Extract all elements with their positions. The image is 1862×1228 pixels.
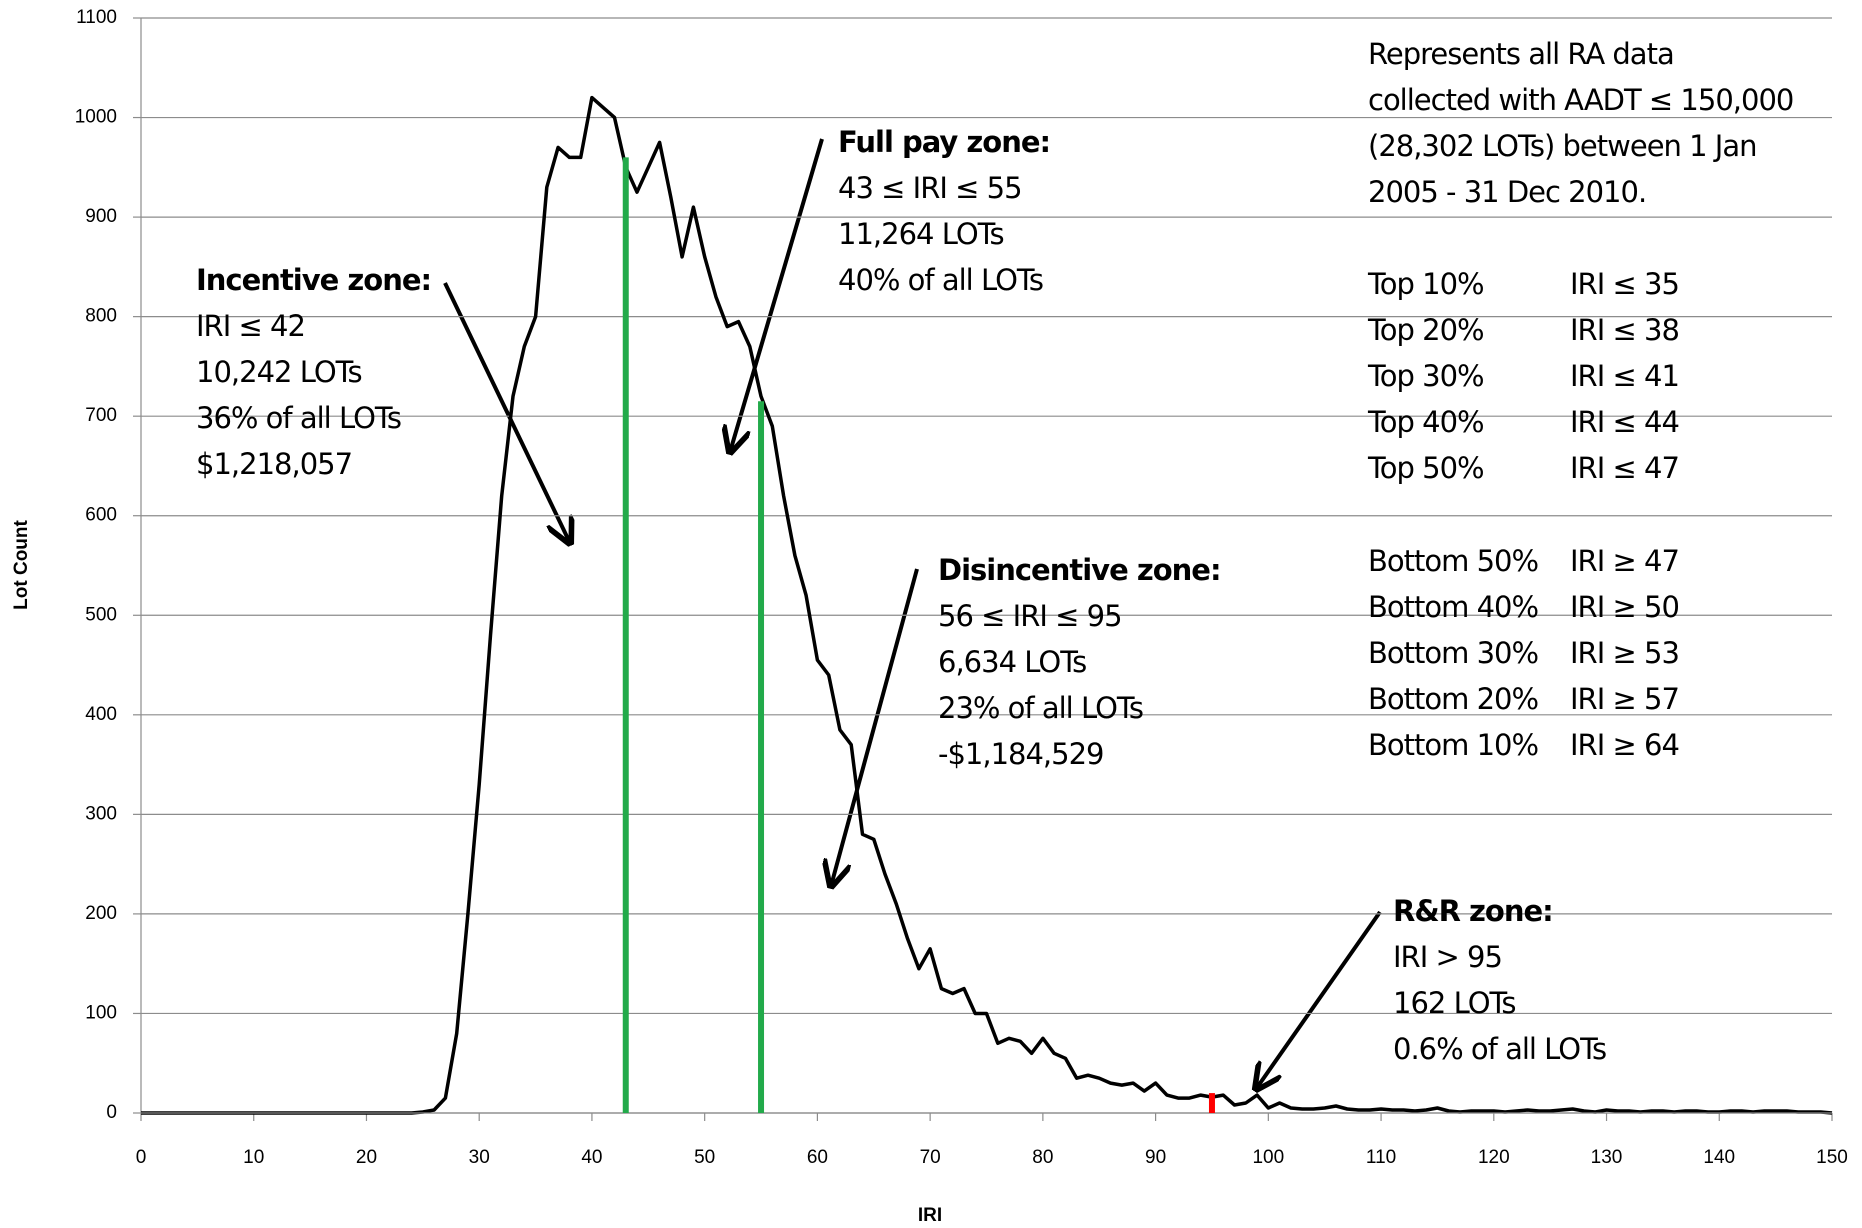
y-tick-label: 500 bbox=[85, 604, 117, 625]
arrows bbox=[443, 138, 1382, 1089]
annotation-title: Incentive zone: bbox=[196, 263, 431, 297]
y-tick-label: 300 bbox=[85, 803, 117, 824]
x-tick-label: 50 bbox=[694, 1147, 715, 1168]
annotation-title: Full pay zone: bbox=[838, 125, 1050, 159]
x-axis-title: IRI bbox=[918, 1205, 942, 1226]
arrow bbox=[1256, 910, 1382, 1089]
annotation-line: 162 LOTs bbox=[1393, 986, 1516, 1020]
y-tick-label: 400 bbox=[85, 704, 117, 725]
percentile-value: IRI ≤ 41 bbox=[1570, 359, 1679, 393]
x-tick-label: 130 bbox=[1591, 1147, 1623, 1168]
y-axis-title: Lot Count bbox=[11, 519, 32, 609]
percentile-value: IRI ≤ 35 bbox=[1570, 267, 1679, 301]
percentile-label: Top 50% bbox=[1367, 451, 1484, 485]
note-line: (28,302 LOTs) between 1 Jan bbox=[1368, 129, 1757, 163]
percentile-label: Bottom 40% bbox=[1368, 590, 1538, 624]
y-tick-label: 900 bbox=[85, 206, 117, 227]
y-tick-label: 700 bbox=[85, 405, 117, 426]
annotation-title: Disincentive zone: bbox=[938, 553, 1221, 587]
y-tick-label: 200 bbox=[85, 903, 117, 924]
x-tick-label: 110 bbox=[1366, 1147, 1396, 1168]
percentile-value: IRI ≥ 64 bbox=[1570, 728, 1679, 762]
y-tick-label: 0 bbox=[106, 1102, 117, 1123]
x-tick-label: 80 bbox=[1032, 1147, 1053, 1168]
x-tick-label: 120 bbox=[1478, 1147, 1510, 1168]
percentile-value: IRI ≤ 47 bbox=[1570, 451, 1679, 485]
y-tick-label: 1100 bbox=[76, 7, 117, 28]
arrow bbox=[443, 282, 570, 543]
annotation-line: 0.6% of all LOTs bbox=[1393, 1032, 1606, 1066]
x-tick-label: 40 bbox=[581, 1147, 602, 1168]
x-tick-label: 60 bbox=[807, 1147, 828, 1168]
annotation-line: 23% of all LOTs bbox=[938, 691, 1143, 725]
arrow bbox=[730, 138, 824, 452]
percentile-label: Top 10% bbox=[1367, 267, 1484, 301]
percentile-label: Top 20% bbox=[1367, 313, 1484, 347]
x-tick-label: 10 bbox=[243, 1147, 264, 1168]
percentile-value: IRI ≤ 44 bbox=[1570, 405, 1679, 439]
annotation-line: -$1,184,529 bbox=[938, 737, 1104, 771]
annotation-line: 6,634 LOTs bbox=[938, 645, 1086, 679]
x-tick-label: 90 bbox=[1145, 1147, 1166, 1168]
percentile-label: Bottom 20% bbox=[1368, 682, 1538, 716]
annotation-line: 10,242 LOTs bbox=[196, 355, 362, 389]
percentile-label: Top 30% bbox=[1367, 359, 1484, 393]
y-tick-label: 100 bbox=[85, 1002, 117, 1023]
note-line: 2005 - 31 Dec 2010. bbox=[1368, 175, 1646, 209]
annotation-line: 43 ≤ IRI ≤ 55 bbox=[838, 171, 1022, 205]
percentile-value: IRI ≥ 47 bbox=[1570, 544, 1679, 578]
y-tick-label: 800 bbox=[85, 306, 117, 327]
annotation-title: R&R zone: bbox=[1393, 894, 1553, 928]
x-tick-label: 100 bbox=[1252, 1147, 1284, 1168]
percentile-value: IRI ≤ 38 bbox=[1570, 313, 1679, 347]
percentile-value: IRI ≥ 53 bbox=[1570, 636, 1679, 670]
annotation-line: $1,218,057 bbox=[196, 447, 352, 481]
percentile-label: Top 40% bbox=[1367, 405, 1484, 439]
note-line: Represents all RA data bbox=[1368, 37, 1674, 71]
percentile-label: Bottom 30% bbox=[1368, 636, 1538, 670]
x-tick-label: 150 bbox=[1816, 1147, 1848, 1168]
x-tick-label: 70 bbox=[920, 1147, 941, 1168]
y-tick-label: 600 bbox=[85, 505, 117, 526]
annotation-line: 11,264 LOTs bbox=[838, 217, 1004, 251]
note-line: collected with AADT ≤ 150,000 bbox=[1368, 83, 1793, 117]
annotation-line: IRI ≤ 42 bbox=[196, 309, 305, 343]
x-tick-label: 30 bbox=[469, 1147, 490, 1168]
percentile-label: Bottom 10% bbox=[1368, 728, 1538, 762]
y-tick-label: 1000 bbox=[75, 107, 117, 128]
percentile-value: IRI ≥ 50 bbox=[1570, 590, 1679, 624]
annotation-line: 36% of all LOTs bbox=[196, 401, 401, 435]
data-line bbox=[141, 95, 1833, 1115]
x-tick-label: 0 bbox=[136, 1147, 147, 1168]
x-tick-label: 20 bbox=[356, 1147, 377, 1168]
x-tick-label: 140 bbox=[1703, 1147, 1735, 1168]
annotation-line: 40% of all LOTs bbox=[838, 263, 1043, 297]
arrow bbox=[831, 568, 919, 886]
percentile-label: Bottom 50% bbox=[1368, 544, 1538, 578]
annotation-line: IRI > 95 bbox=[1393, 940, 1502, 974]
annotation-line: 56 ≤ IRI ≤ 95 bbox=[938, 599, 1122, 633]
percentile-value: IRI ≥ 57 bbox=[1570, 682, 1679, 716]
